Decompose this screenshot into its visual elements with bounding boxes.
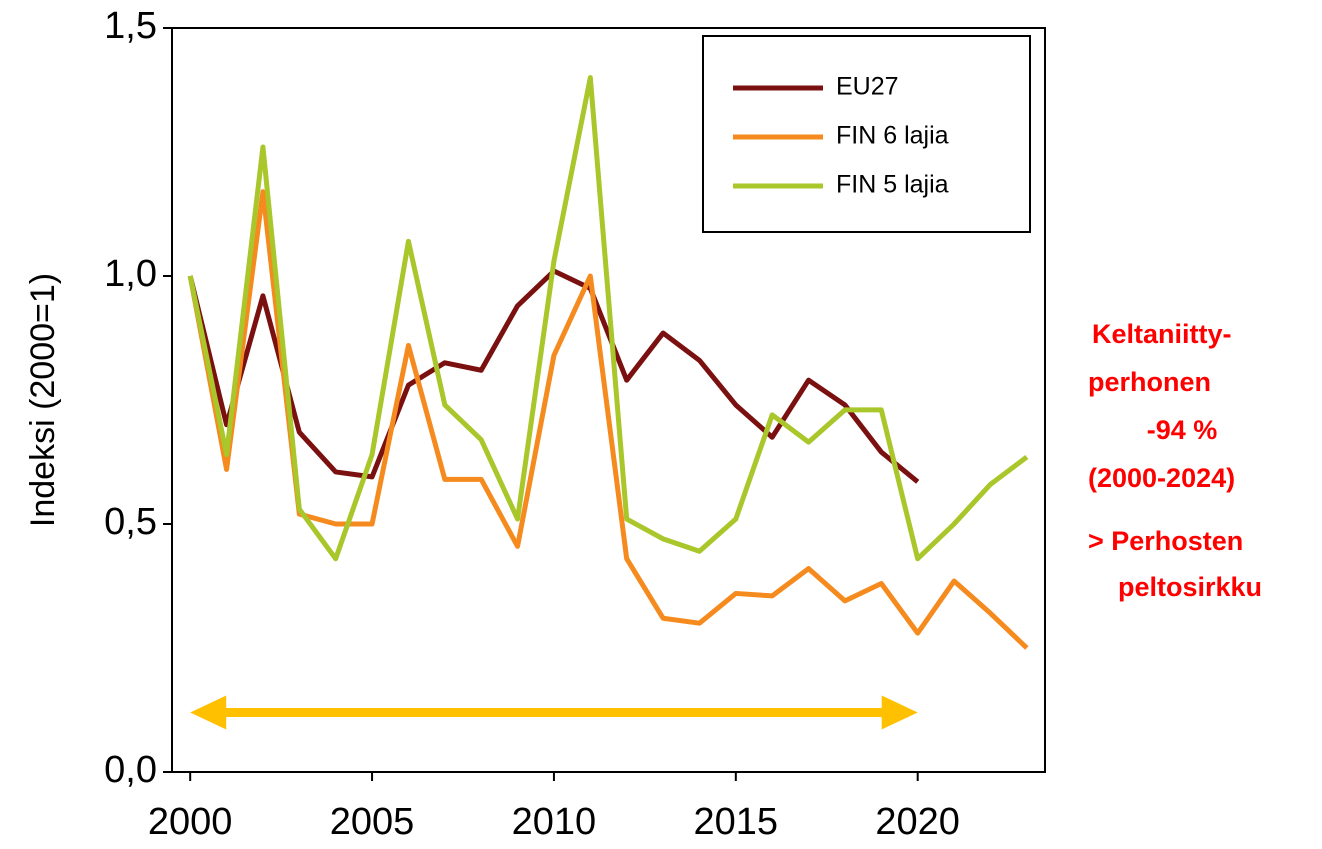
series-line: [187, 189, 1029, 650]
annotation-text: peltosirkku: [1118, 572, 1262, 602]
series-line: [187, 268, 920, 484]
x-tick-label: 2010: [512, 801, 597, 843]
annotation-text: Keltaniitty-: [1092, 319, 1232, 349]
x-tick-label: 2020: [875, 801, 960, 843]
y-tick-label: 1,5: [104, 5, 157, 47]
legend-label: FIN 6 lajia: [836, 122, 949, 150]
y-tick-label: 1,0: [104, 253, 157, 295]
x-tick-label: 2005: [330, 801, 415, 843]
annotation-text: -94 %: [1147, 415, 1218, 445]
annotation-text: > Perhosten: [1088, 526, 1243, 556]
legend-label: FIN 5 lajia: [836, 171, 949, 199]
y-tick-label: 0,0: [104, 749, 157, 791]
plot-frame: [171, 27, 1046, 773]
annotation-text: perhonen: [1088, 367, 1211, 397]
y-tick-label: 0,5: [104, 501, 157, 543]
arrow-head: [881, 695, 918, 730]
arrow-head: [190, 695, 227, 730]
annotation-text: (2000-2024): [1088, 463, 1235, 493]
series-line: [187, 75, 1029, 562]
legend-box: [702, 35, 1031, 233]
x-tick-label: 2015: [694, 801, 779, 843]
legend-label: EU27: [836, 73, 899, 101]
y-axis-label: Indeksi (2000=1): [24, 273, 62, 527]
x-tick-label: 2000: [148, 801, 233, 843]
